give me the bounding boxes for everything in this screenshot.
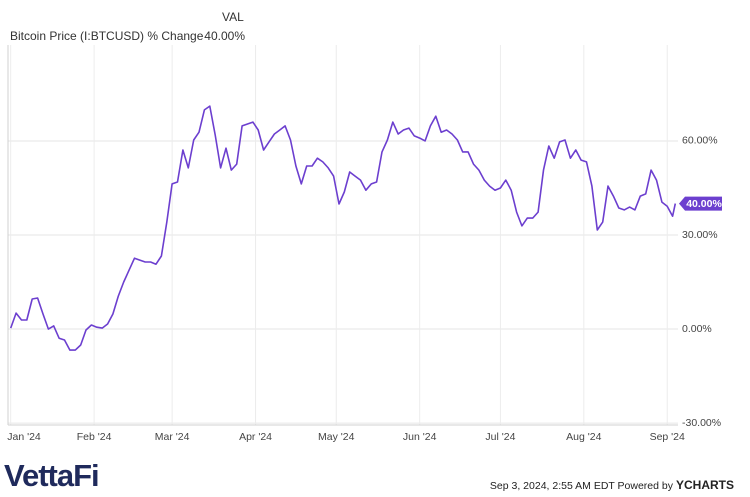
x-tick-label: May '24 bbox=[318, 431, 355, 443]
x-tick-label: Feb '24 bbox=[77, 431, 112, 443]
legend-header: VAL bbox=[222, 10, 244, 24]
end-label-tag bbox=[679, 196, 722, 211]
timestamp: Sep 3, 2024, 2:55 AM EDT Powered by bbox=[490, 480, 674, 492]
legend-value: 40.00% bbox=[204, 29, 245, 43]
legend-series-name: Bitcoin Price (I:BTCUSD) % Change bbox=[10, 29, 204, 43]
y-tick-label: 0.00% bbox=[682, 323, 712, 335]
end-label: 40.00% bbox=[686, 198, 722, 210]
x-tick-label: Jul '24 bbox=[485, 431, 515, 443]
x-tick-label: Apr '24 bbox=[239, 431, 272, 443]
y-tick-label: 60.00% bbox=[682, 135, 718, 147]
x-tick-label: Jun '24 bbox=[403, 431, 437, 443]
x-tick-label: Jan '24 bbox=[7, 431, 41, 443]
y-tick-label: -30.00% bbox=[682, 417, 721, 429]
series-line bbox=[9, 105, 677, 351]
x-tick-label: Mar '24 bbox=[155, 431, 190, 443]
x-tick-label: Sep '24 bbox=[650, 431, 685, 443]
ycharts-logo: YCHARTS bbox=[676, 478, 734, 492]
y-tick-label: 30.00% bbox=[682, 229, 718, 241]
brand-logo: VettaFi bbox=[4, 458, 99, 493]
x-tick-label: Aug '24 bbox=[566, 431, 601, 443]
